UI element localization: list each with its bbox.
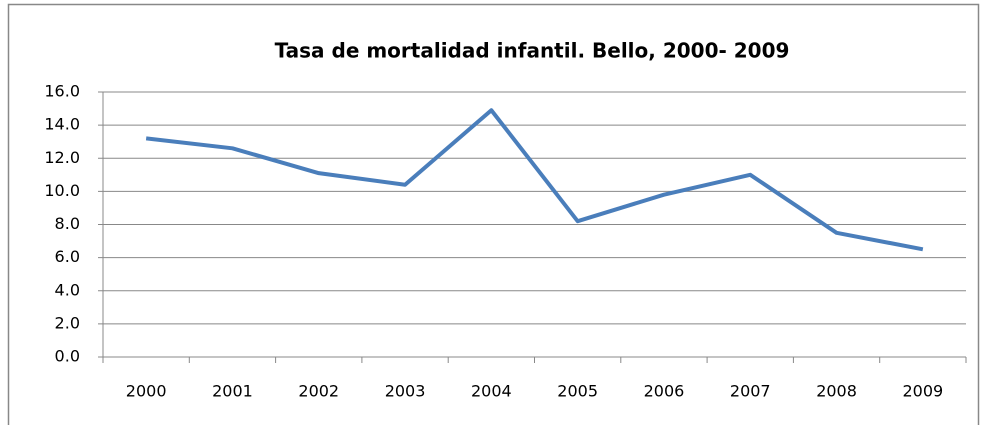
y-tick-label: 12.0 — [44, 148, 80, 167]
y-tick-label: 10.0 — [44, 181, 80, 200]
x-tick-label: 2003 — [385, 382, 426, 401]
x-tick-label: 2009 — [902, 382, 943, 401]
x-tick-label: 2005 — [557, 382, 598, 401]
data-line — [145, 108, 924, 252]
x-tick-label: 2008 — [816, 382, 857, 401]
y-tick-label: 16.0 — [44, 82, 80, 101]
x-tick-label: 2002 — [298, 382, 339, 401]
y-tick-label: 14.0 — [44, 115, 80, 134]
x-tick-label: 2000 — [126, 382, 167, 401]
x-tick-label: 2006 — [644, 382, 685, 401]
chart-title: Tasa de mortalidad infantil. Bello, 2000… — [275, 39, 790, 63]
y-tick-label: 2.0 — [55, 313, 80, 332]
y-tick-label: 8.0 — [55, 214, 80, 233]
y-tick-label: 6.0 — [55, 247, 80, 266]
chart-frame — [7, 3, 980, 425]
x-tick-label: 2007 — [730, 382, 771, 401]
x-tick-label: 2001 — [212, 382, 253, 401]
y-tick-label: 4.0 — [55, 280, 80, 299]
y-tick-label: 0.0 — [55, 347, 80, 366]
x-tick-label: 2004 — [471, 382, 512, 401]
